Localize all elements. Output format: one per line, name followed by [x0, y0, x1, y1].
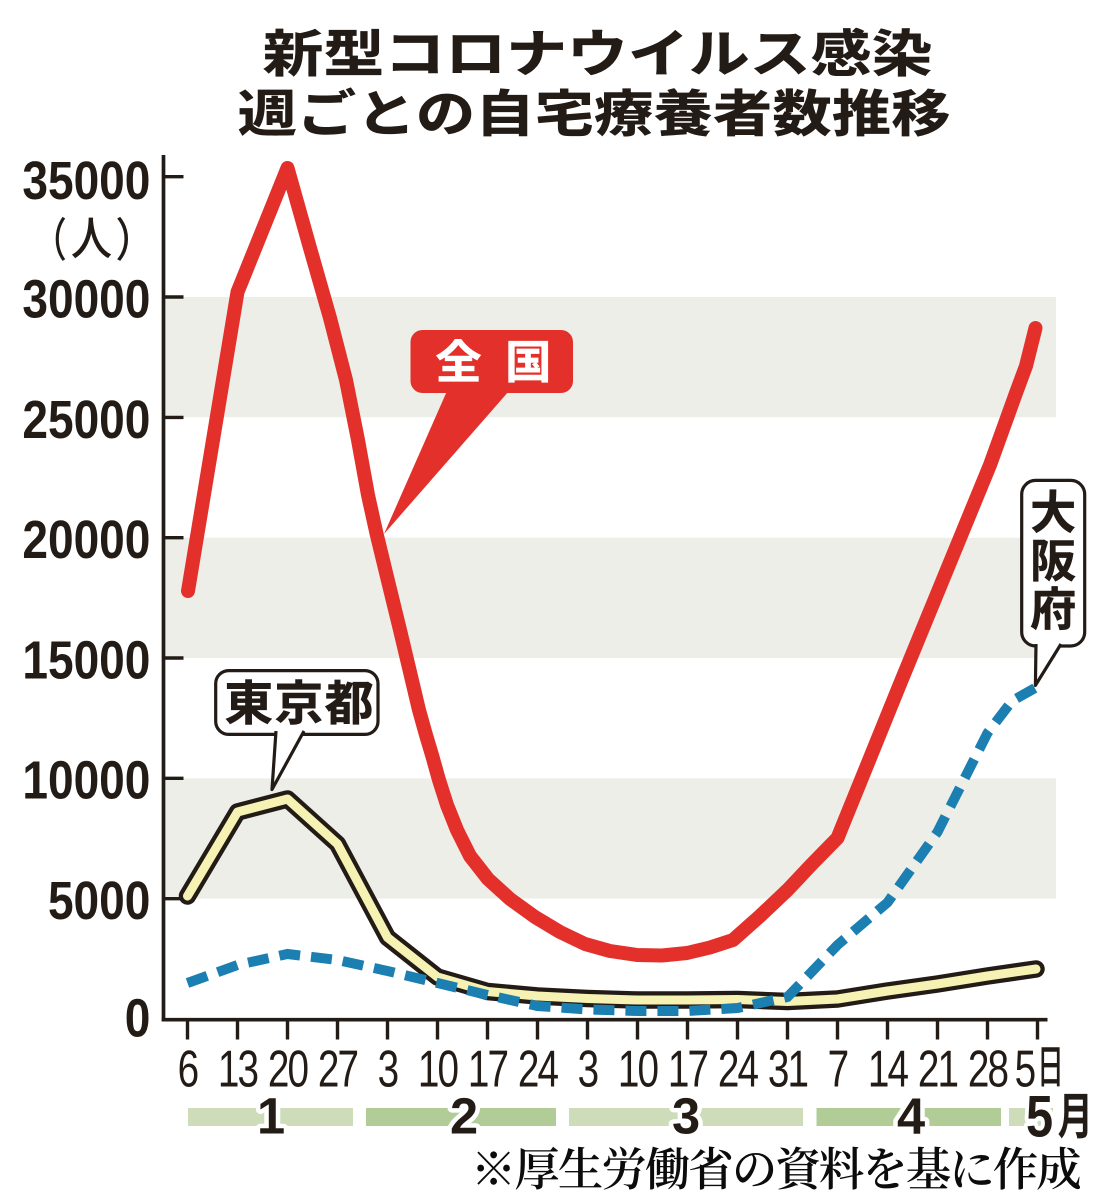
svg-text:20000: 20000	[22, 510, 150, 570]
svg-text:3: 3	[378, 1039, 398, 1098]
svg-text:15000: 15000	[22, 630, 150, 690]
svg-text:10: 10	[618, 1039, 658, 1098]
svg-text:21: 21	[918, 1039, 958, 1098]
svg-text:31: 31	[768, 1039, 808, 1098]
svg-text:35000: 35000	[22, 151, 150, 211]
svg-text:24: 24	[518, 1039, 559, 1098]
svg-text:25000: 25000	[22, 390, 150, 450]
svg-text:28: 28	[968, 1039, 1008, 1098]
svg-text:4: 4	[897, 1088, 925, 1145]
svg-text:5000: 5000	[48, 871, 150, 931]
svg-text:13: 13	[218, 1039, 258, 1098]
svg-text:10: 10	[418, 1039, 458, 1098]
svg-text:30000: 30000	[22, 269, 150, 329]
svg-text:10000: 10000	[22, 750, 150, 810]
svg-text:14: 14	[868, 1039, 909, 1098]
svg-text:27: 27	[318, 1039, 358, 1098]
svg-text:0: 0	[125, 988, 151, 1048]
svg-text:2: 2	[450, 1088, 478, 1145]
svg-text:6: 6	[178, 1039, 198, 1098]
svg-text:3: 3	[672, 1088, 700, 1145]
svg-text:5: 5	[1026, 1086, 1053, 1150]
svg-text:20: 20	[268, 1039, 308, 1098]
svg-text:1: 1	[257, 1088, 285, 1145]
svg-text:3: 3	[578, 1039, 598, 1098]
svg-text:5: 5	[1015, 1039, 1035, 1098]
svg-text:7: 7	[828, 1039, 848, 1098]
svg-text:24: 24	[718, 1039, 759, 1098]
svg-text:17: 17	[468, 1039, 508, 1098]
svg-text:17: 17	[668, 1039, 708, 1098]
